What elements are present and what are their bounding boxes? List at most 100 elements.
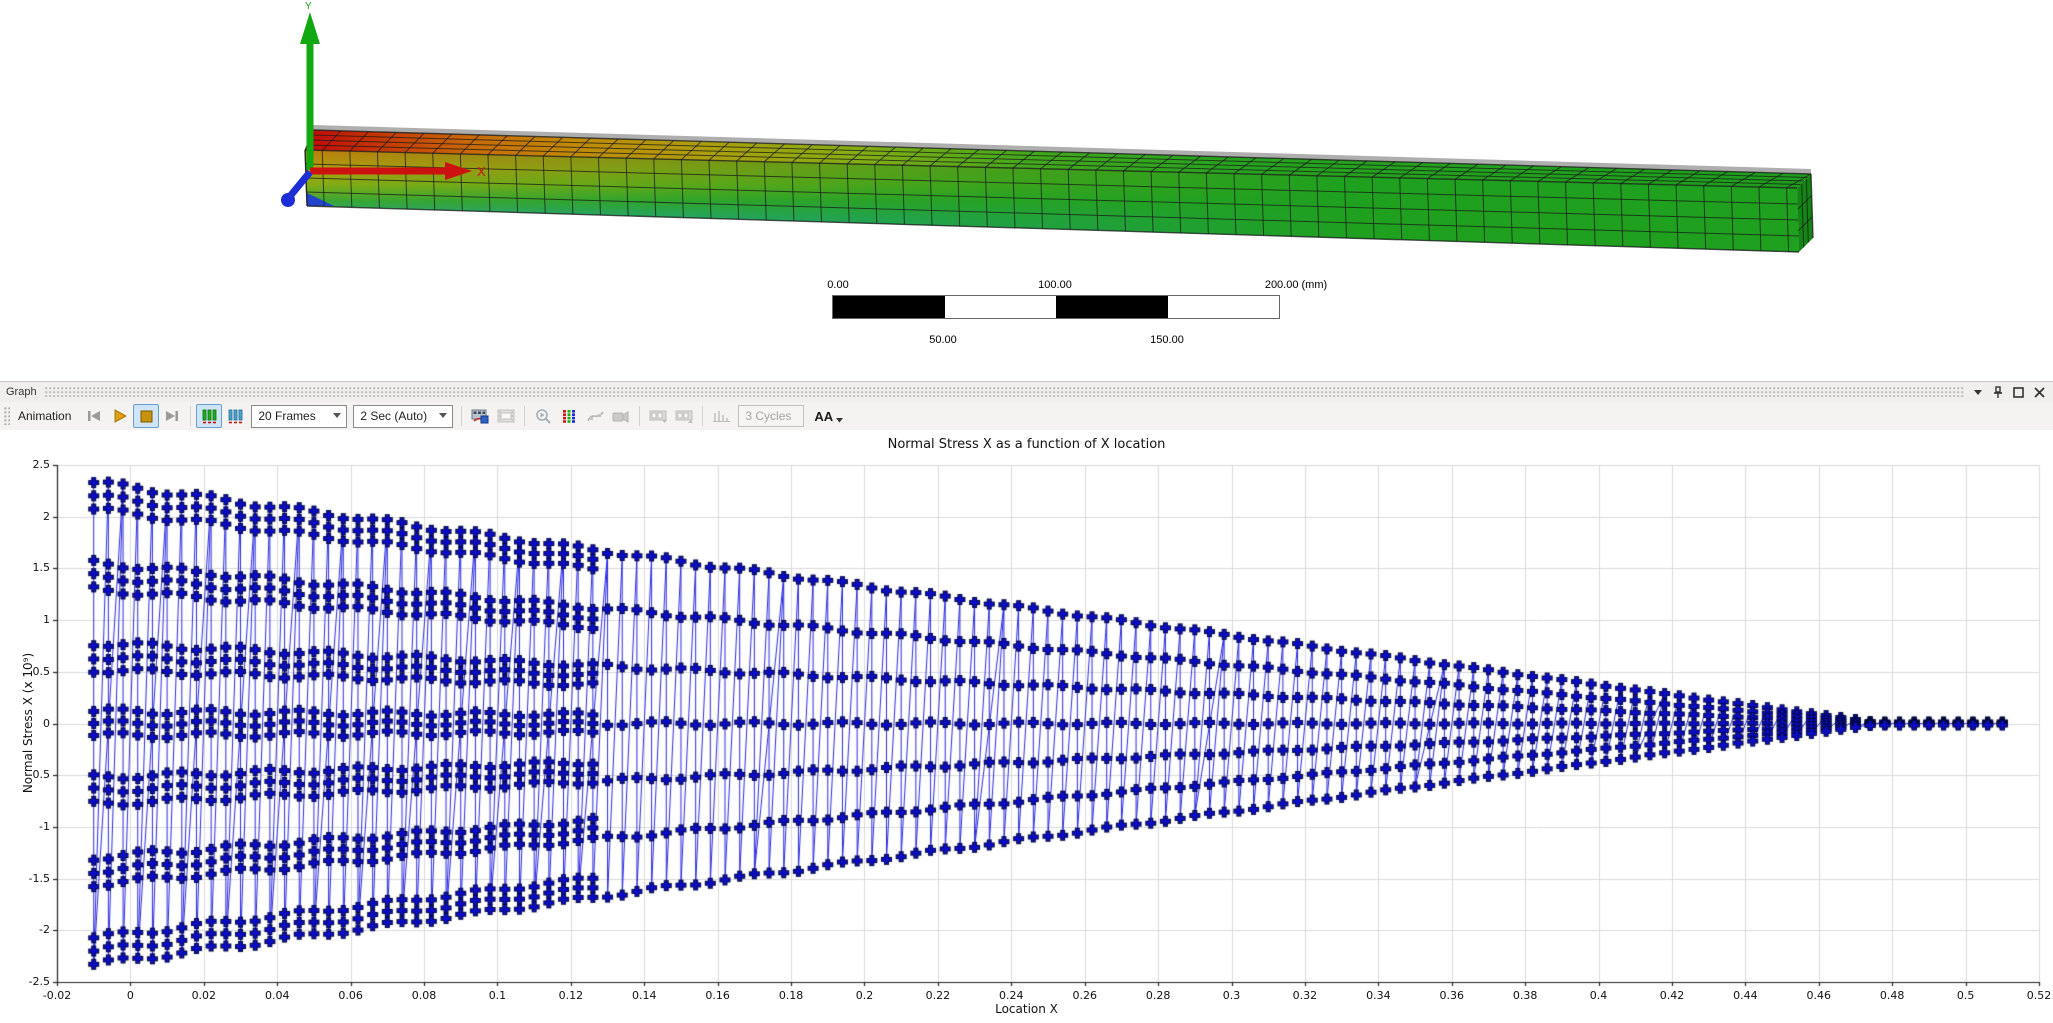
x-tick-label: 0.48	[1879, 989, 1905, 1002]
x-tick-label: 0.42	[1659, 989, 1685, 1002]
y-tick-label: 1.5	[32, 561, 51, 575]
ruler-label-50: 50.00	[929, 334, 957, 346]
x-tick-label: 0.24	[999, 989, 1024, 1002]
pin-icon[interactable]	[1993, 385, 2003, 399]
rgb-bars-button[interactable]	[556, 404, 582, 428]
y-tick-label: -1	[39, 819, 50, 833]
x-tick-label: 0.1	[488, 989, 507, 1002]
x-tick-label: 0	[126, 989, 134, 1002]
x-tick-label: -0.02	[42, 989, 72, 1002]
x-axis-arrow-icon	[445, 162, 472, 180]
x-tick-label: 0.18	[778, 989, 804, 1002]
close-icon[interactable]	[2034, 386, 2045, 398]
scale-ruler-bar	[832, 295, 1280, 319]
cycles-input[interactable]: 3 Cycles	[738, 405, 805, 427]
ruler-label-150: 150.00	[1150, 334, 1184, 346]
x-tick-label: 0.32	[1292, 989, 1318, 1002]
x-axis-label: Location X	[995, 1002, 1058, 1016]
triad-x-label: X	[477, 164, 486, 179]
y-tick-label: 2.5	[32, 458, 51, 471]
beam-end-cap	[1797, 174, 1813, 252]
triad-y-label: Y	[305, 1, 312, 12]
frame-capture-button[interactable]	[493, 404, 519, 428]
animation-label: Animation	[18, 409, 72, 423]
ruler-label-100: 100.00	[1038, 279, 1072, 291]
x-tick-label: 0.08	[411, 989, 437, 1002]
x-tick-label: 0.44	[1733, 989, 1758, 1002]
x-tick-label: 0.22	[925, 989, 951, 1002]
x-tick-label: 0.26	[1072, 989, 1097, 1002]
x-tick-label: 0.28	[1145, 989, 1171, 1002]
skip-to-start-button[interactable]	[81, 404, 107, 428]
chevron-down-icon	[439, 413, 448, 418]
zoom-preview-button[interactable]	[530, 404, 556, 428]
y-tick-label: 0.5	[32, 664, 51, 678]
y-axis-arrow-icon	[300, 12, 320, 44]
skip-to-end-button[interactable]	[159, 404, 185, 428]
antialias-button[interactable]: AA	[814, 409, 844, 424]
ruler-label-200: 200.00 (mm)	[1264, 279, 1328, 291]
export-video-button[interactable]	[467, 404, 493, 428]
duration-dropdown-value: 2 Sec (Auto)	[360, 409, 428, 423]
result-sets-button[interactable]	[196, 404, 223, 428]
chart-title: Normal Stress X as a function of X locat…	[887, 437, 1166, 452]
y-tick-label: -1.5	[28, 871, 50, 885]
maximize-icon[interactable]	[2013, 386, 2024, 398]
y-tick-label: -2.5	[28, 975, 50, 988]
chevron-down-icon	[333, 413, 342, 418]
x-tick-label: 0.04	[264, 989, 290, 1002]
beam-min-stress-corner	[307, 193, 334, 206]
cycles-waveform-button[interactable]	[708, 404, 734, 428]
y-tick-label: 0	[43, 716, 50, 730]
y-tick-label: 1	[43, 613, 50, 627]
beam-model: Y X	[281, 1, 1814, 253]
toolbar-separator	[702, 406, 704, 426]
curve-fit-button[interactable]	[582, 404, 608, 428]
x-tick-label: 0.16	[705, 989, 730, 1002]
export-frames-button[interactable]	[645, 404, 671, 428]
play-button[interactable]	[107, 404, 133, 428]
x-tick-label: 0.14	[632, 989, 657, 1002]
time-decay-button[interactable]	[222, 404, 248, 428]
toolbar-separator	[639, 406, 641, 426]
cycles-input-value: 3 Cycles	[745, 409, 792, 423]
graph-panel-header[interactable]: Graph	[0, 382, 2053, 402]
frames-dropdown[interactable]: 20 Frames	[251, 404, 348, 428]
y-tick-label: -2	[39, 923, 50, 937]
duration-dropdown[interactable]: 2 Sec (Auto)	[353, 404, 454, 428]
x-tick-label: 0.34	[1366, 989, 1391, 1002]
x-tick-label: 0.3	[1222, 989, 1241, 1002]
x-tick-label: 0.36	[1439, 989, 1464, 1002]
x-tick-label: 0.2	[855, 989, 874, 1002]
beam-mesh	[304, 129, 1814, 253]
toolbar-separator	[190, 406, 192, 426]
chevron-down-icon	[836, 417, 844, 422]
stop-button[interactable]	[133, 404, 160, 428]
graph-panel: Graph Animation	[0, 381, 2053, 1023]
stress-chart-canvas[interactable]	[0, 430, 2053, 1023]
x-tick-label: 0.4	[1589, 989, 1608, 1002]
x-tick-label: 0.06	[338, 989, 363, 1002]
import-frames-button[interactable]	[671, 404, 697, 428]
ruler-label-0: 0.00	[827, 279, 849, 291]
x-tick-label: 0.12	[558, 989, 584, 1002]
x-tick-label: 0.38	[1512, 989, 1538, 1002]
x-tick-label: 0.5	[1956, 989, 1975, 1002]
x-tick-label: 0.02	[191, 989, 217, 1002]
animation-toolbar: Animation	[0, 402, 2053, 431]
toolbar-grip[interactable]	[4, 407, 10, 425]
record-camera-button[interactable]	[608, 404, 634, 428]
panel-menu-chevron-icon[interactable]	[1973, 388, 1983, 396]
beam-front-face-green-fade	[305, 150, 1799, 252]
x-tick-label: 0.52	[2026, 989, 2052, 1002]
y-tick-label: -0.5	[28, 768, 50, 782]
triad: Y X	[281, 1, 486, 207]
y-tick-label: 2	[43, 509, 50, 523]
model-viewport[interactable]: Y X 0.00 100.00 200.00 (mm) 50.00 150.00	[0, 0, 2053, 381]
z-axis-arrow-icon	[281, 193, 295, 207]
panel-header-texture	[44, 387, 1965, 397]
stress-chart: Normal Stress X as a function of X locat…	[0, 430, 2053, 1023]
frames-dropdown-value: 20 Frames	[258, 409, 316, 423]
toolbar-separator	[524, 406, 526, 426]
